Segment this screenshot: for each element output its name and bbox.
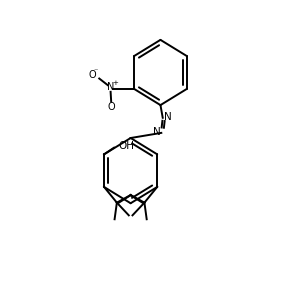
Text: N: N — [107, 82, 114, 92]
Text: OH: OH — [118, 141, 134, 151]
Text: N: N — [164, 111, 172, 122]
Text: ⁻: ⁻ — [94, 66, 98, 75]
Text: O: O — [107, 102, 115, 112]
Text: N: N — [153, 127, 161, 137]
Text: +: + — [112, 80, 118, 86]
Text: O: O — [88, 69, 96, 80]
